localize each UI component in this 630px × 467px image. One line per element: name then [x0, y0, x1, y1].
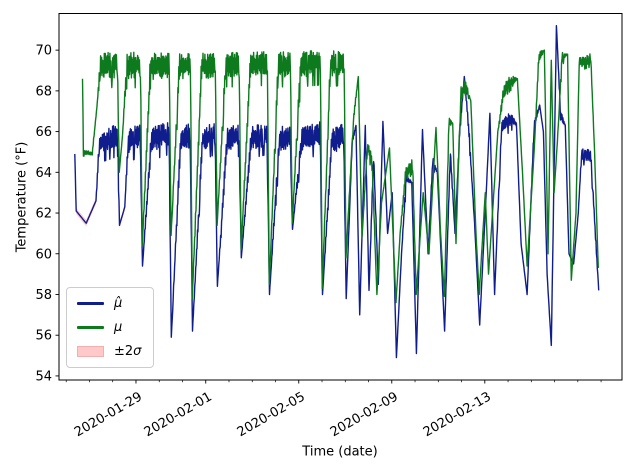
y-tick-label: 54: [35, 369, 52, 384]
legend: μ̂ μ ±2σ: [66, 287, 155, 368]
muhat-line-swatch: [77, 302, 104, 305]
y-tick-label: 66: [35, 125, 52, 140]
legend-item-muhat: μ̂: [77, 295, 141, 312]
muhat-line: [74, 25, 600, 359]
x-tick-label: 2020-02-13: [421, 389, 494, 440]
sigma-band-swatch: [77, 346, 104, 357]
y-tick-label: 68: [35, 84, 52, 99]
x-tick-label: 2020-02-05: [235, 389, 308, 440]
x-tick-label: 2020-02-09: [328, 389, 401, 440]
x-tick-label: 2020-02-01: [142, 389, 215, 440]
legend-label-sigma: ±2σ: [114, 344, 142, 359]
legend-item-mu: μ: [77, 319, 141, 336]
x-tick-label: 2020-01-29: [72, 389, 145, 440]
y-tick-label: 56: [35, 329, 52, 344]
x-axis-label: Time (date): [302, 444, 378, 460]
plot-border: [58, 13, 623, 381]
y-tick-label: 70: [35, 44, 52, 59]
y-tick-label: 60: [35, 247, 52, 262]
y-tick-label: 58: [35, 288, 52, 303]
y-axis-label: Temperature (°F): [14, 141, 30, 253]
mu-line-swatch: [77, 326, 104, 329]
legend-label-muhat: μ̂: [114, 296, 123, 311]
legend-item-sigma-band: ±2σ: [77, 343, 141, 360]
mu-line: [81, 49, 599, 304]
y-tick-label: 64: [35, 166, 52, 181]
legend-label-mu: μ: [114, 320, 123, 335]
y-tick-label: 62: [35, 207, 52, 222]
